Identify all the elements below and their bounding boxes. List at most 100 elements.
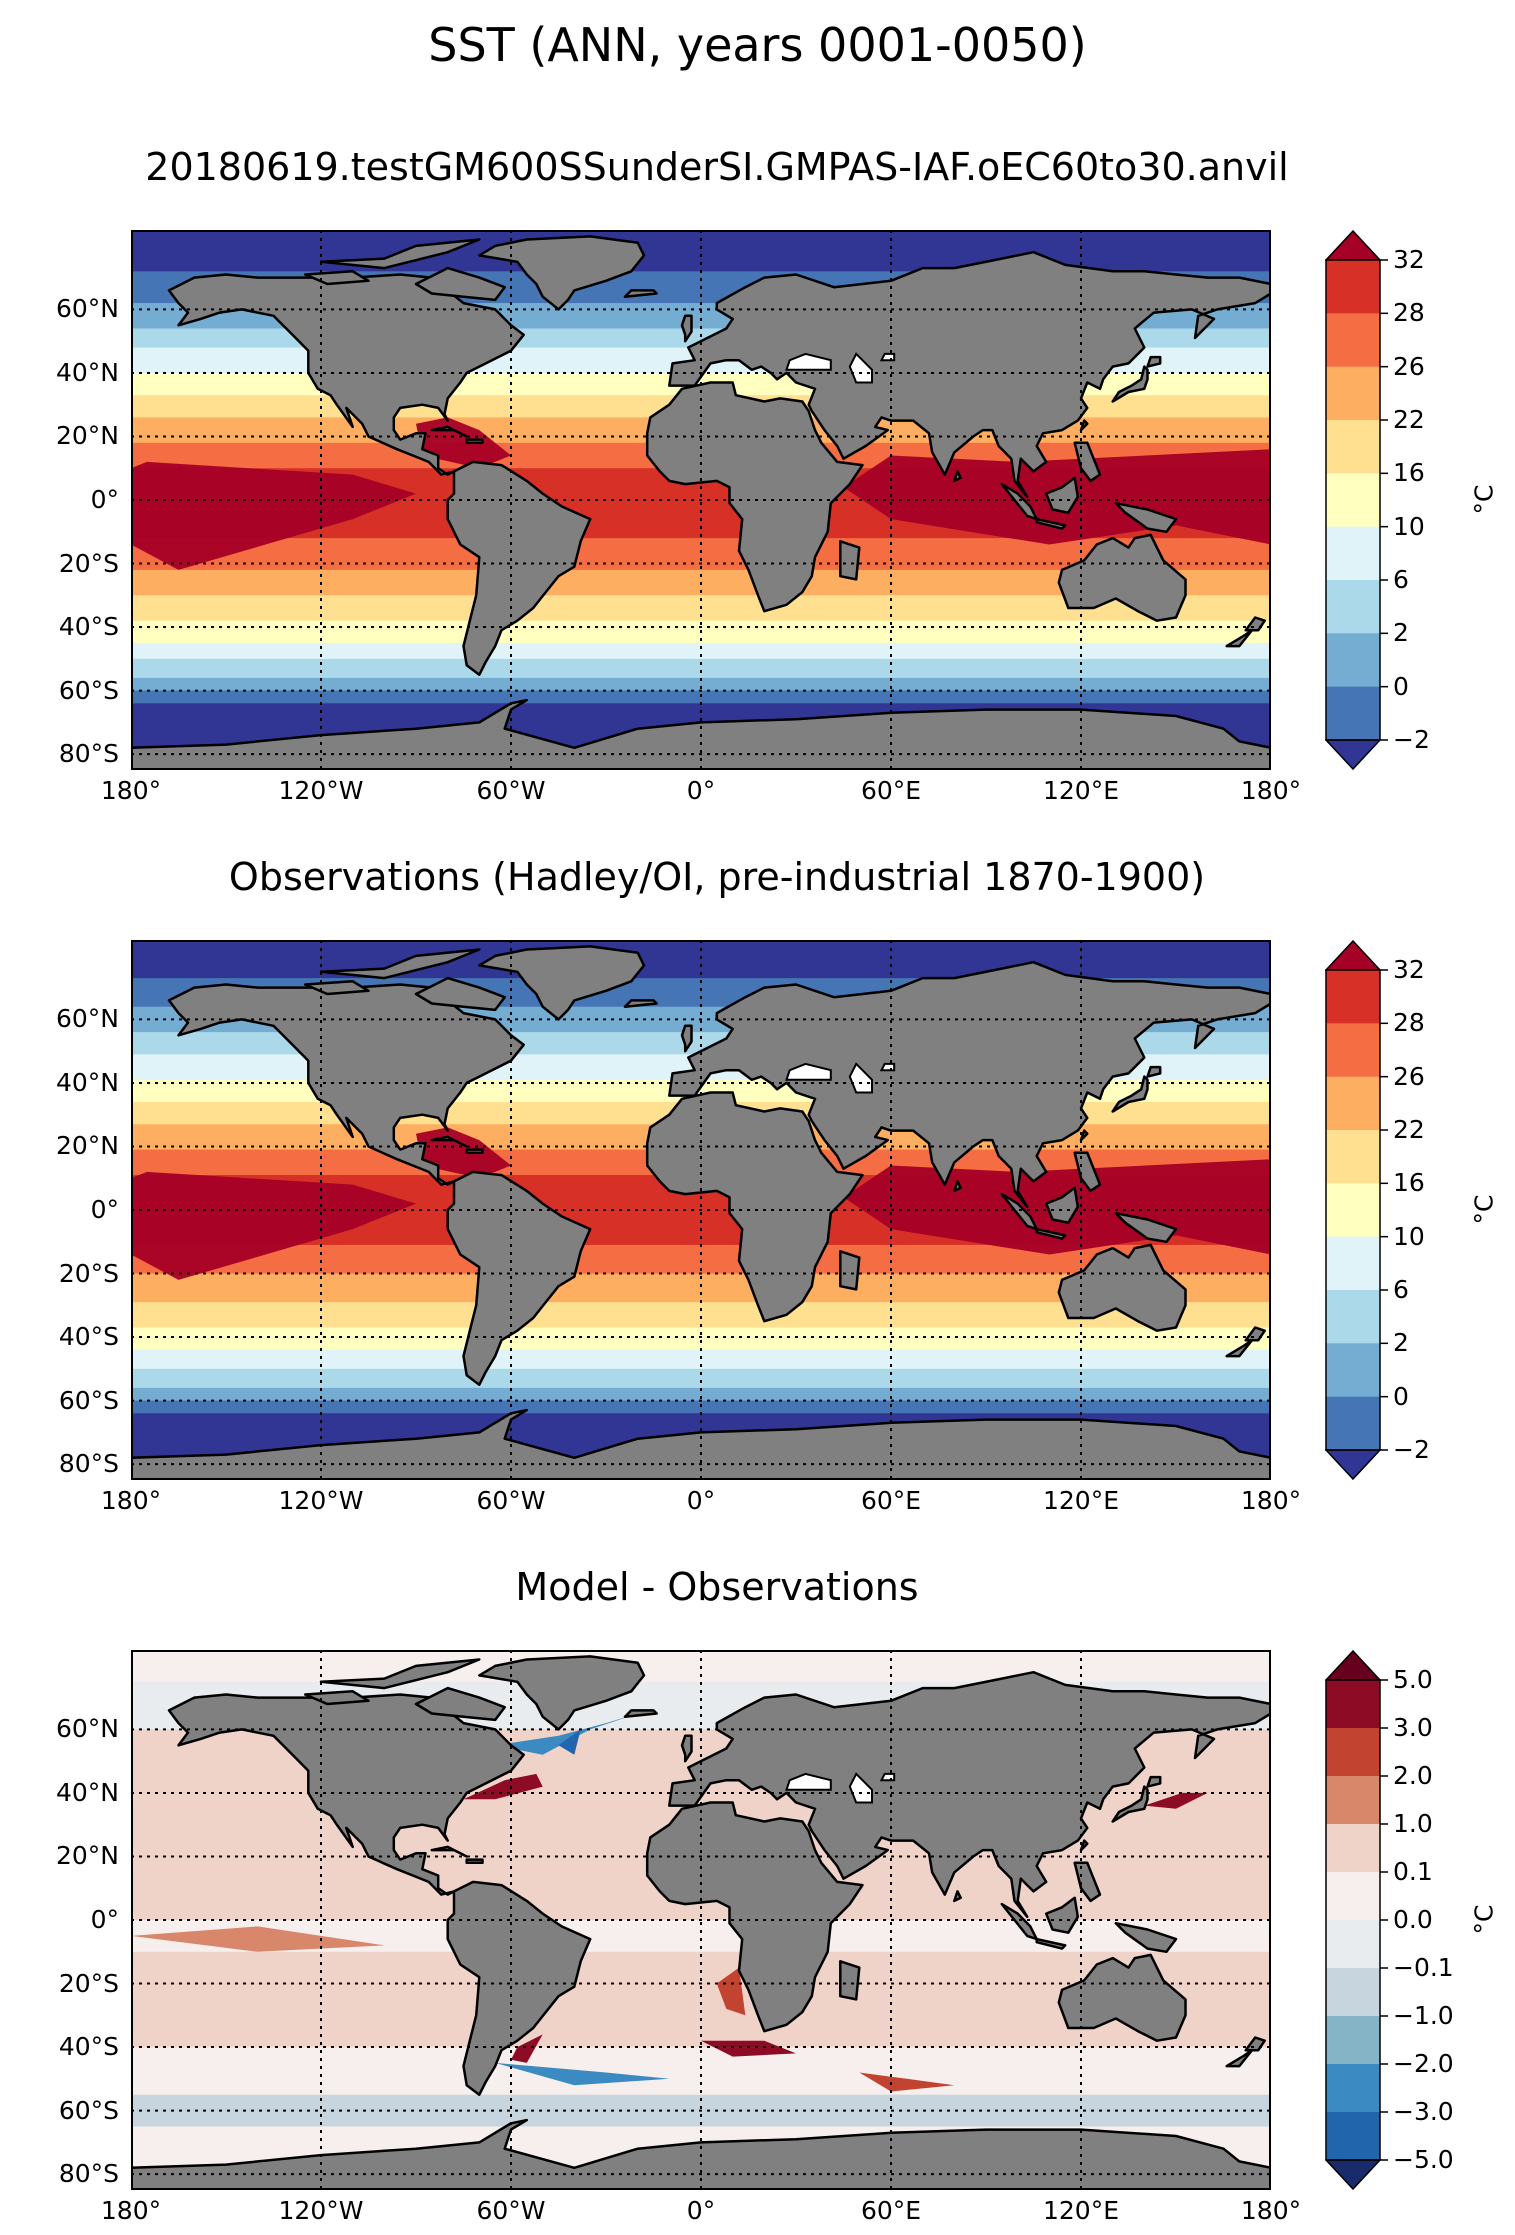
land-mass xyxy=(167,1693,525,1896)
lat-tick-label: 20°N xyxy=(55,421,119,451)
sst-band xyxy=(131,1327,1271,1351)
land-mass xyxy=(414,976,506,1012)
lat-tick-label: 20°S xyxy=(58,1258,119,1288)
colorbar-segment xyxy=(1326,473,1380,528)
colorbar-tick-label: 1.0 xyxy=(1393,1809,1433,1838)
warm-pool xyxy=(131,1171,416,1280)
colorbar xyxy=(1324,229,1395,778)
lat-tick-label: 40°N xyxy=(55,1777,119,1807)
colorbar-extend-min xyxy=(1324,739,1382,771)
land-mass xyxy=(953,1890,962,1903)
lat-tick-label: 40°S xyxy=(58,2032,119,2062)
colorbar-tick-label: −2 xyxy=(1393,1435,1430,1464)
lon-tick-label: 120°W xyxy=(278,2196,364,2225)
land-mass xyxy=(1111,1785,1149,1823)
lon-tick-label: 180° xyxy=(1240,1486,1302,1515)
land-mass xyxy=(1146,355,1162,368)
land-mass xyxy=(839,540,861,581)
land-mass xyxy=(430,425,468,438)
colorbar-segment xyxy=(1326,1183,1380,1238)
colorbar-tick-label: −2 xyxy=(1393,725,1430,754)
colorbar-segment xyxy=(1326,580,1380,634)
colorbar-segment xyxy=(1326,1290,1380,1344)
lon-tick-label: 0° xyxy=(686,776,716,805)
colorbar-tick-label: 2 xyxy=(1393,618,1409,648)
land-mass xyxy=(623,289,658,298)
land-mass xyxy=(680,1734,693,1763)
colorbar-extend-max xyxy=(1324,1649,1382,1681)
land-mass xyxy=(1111,365,1149,403)
colorbar xyxy=(1324,1649,1395,2198)
inland-sea xyxy=(879,1772,896,1782)
land-mass xyxy=(465,1858,484,1865)
colorbar-extend-max xyxy=(1324,939,1382,971)
land-mass xyxy=(167,983,525,1186)
colorbar-tick-label: 16 xyxy=(1393,1168,1425,1198)
land-mass xyxy=(430,1845,468,1858)
land-mass xyxy=(1057,1243,1187,1332)
panel-title: Observations (Hadley/OI, pre-industrial … xyxy=(228,855,1206,899)
land-mass xyxy=(1073,441,1102,483)
colorbar-tick-label: −1.0 xyxy=(1393,2001,1454,2030)
colorbar-segment xyxy=(1326,970,1380,1024)
land-mass xyxy=(430,1135,468,1148)
land-mass xyxy=(1111,1075,1149,1113)
colorbar-tick-label: 5.0 xyxy=(1393,1665,1433,1694)
lat-tick-label: 60°N xyxy=(55,294,119,324)
inland-sea xyxy=(785,1772,832,1791)
colorbar-tick-label: 26 xyxy=(1393,351,1425,381)
land-mass xyxy=(1114,1211,1178,1244)
land-mass xyxy=(680,314,693,343)
colorbar-tick-label: −5.0 xyxy=(1393,2145,1454,2174)
panel-title: Model - Observations xyxy=(515,1565,919,1609)
land-mass xyxy=(446,460,592,676)
sst-band xyxy=(131,1368,1271,1389)
land-mass xyxy=(1079,419,1089,432)
lat-tick-label: 60°S xyxy=(58,2095,119,2125)
colorbar-unit-label: °C xyxy=(1469,1904,1499,1935)
inland-sea xyxy=(848,352,873,384)
lon-tick-label: 0° xyxy=(686,2196,716,2225)
colorbar-segment xyxy=(1326,2064,1380,2113)
colorbar-segment xyxy=(1326,366,1380,421)
lon-tick-label: 180° xyxy=(1240,2196,1302,2225)
colorbar-tick-label: 6 xyxy=(1393,1275,1409,1304)
inland-sea xyxy=(785,352,832,371)
diff-anomaly xyxy=(558,1729,581,1755)
land-mass xyxy=(319,238,481,270)
colorbar-segment xyxy=(1326,1824,1380,1873)
diff-anomaly xyxy=(716,1967,746,2016)
lon-tick-label: 120°E xyxy=(1042,776,1119,805)
colorbar-tick-label: 0 xyxy=(1393,671,1409,701)
colorbar-segment xyxy=(1326,1680,1380,1729)
land-mass xyxy=(1073,1861,1102,1903)
land-mass xyxy=(465,438,484,445)
colorbar-segment xyxy=(1326,313,1380,368)
colorbar-tick-label: 28 xyxy=(1393,1008,1425,1038)
inland-sea xyxy=(879,1062,896,1072)
diff-anomaly xyxy=(495,1713,638,1755)
colorbar-tick-label: 26 xyxy=(1393,1061,1425,1091)
land-mass xyxy=(1044,1186,1080,1224)
inland-sea xyxy=(879,352,896,362)
inland-sea xyxy=(848,1772,873,1804)
colorbar-segment xyxy=(1326,260,1380,314)
land-mass xyxy=(1044,1896,1080,1934)
lon-tick-label: 180° xyxy=(100,1486,162,1515)
colorbar-tick-label: −2.0 xyxy=(1393,2049,1454,2078)
map-frame xyxy=(131,230,1271,770)
colorbar-segment xyxy=(1326,1236,1380,1291)
panel-title: 20180619.testGM600SSunderSI.GMPAS-IAF.oE… xyxy=(145,145,1289,189)
colorbar-segment xyxy=(1326,1396,1380,1451)
inland-sea xyxy=(785,1062,832,1081)
land-mass xyxy=(1035,1937,1067,1950)
land-mass xyxy=(839,1250,861,1291)
colorbar-tick-label: 22 xyxy=(1393,1115,1425,1144)
land-mass xyxy=(623,999,658,1008)
colorbar-segment xyxy=(1326,1920,1380,1969)
colorbar-extend-max xyxy=(1324,229,1382,261)
land-mass xyxy=(668,250,1271,499)
colorbar-tick-label: 10 xyxy=(1393,511,1425,541)
land-mass xyxy=(1225,2048,1254,2068)
colorbar-tick-label: 16 xyxy=(1393,458,1425,488)
